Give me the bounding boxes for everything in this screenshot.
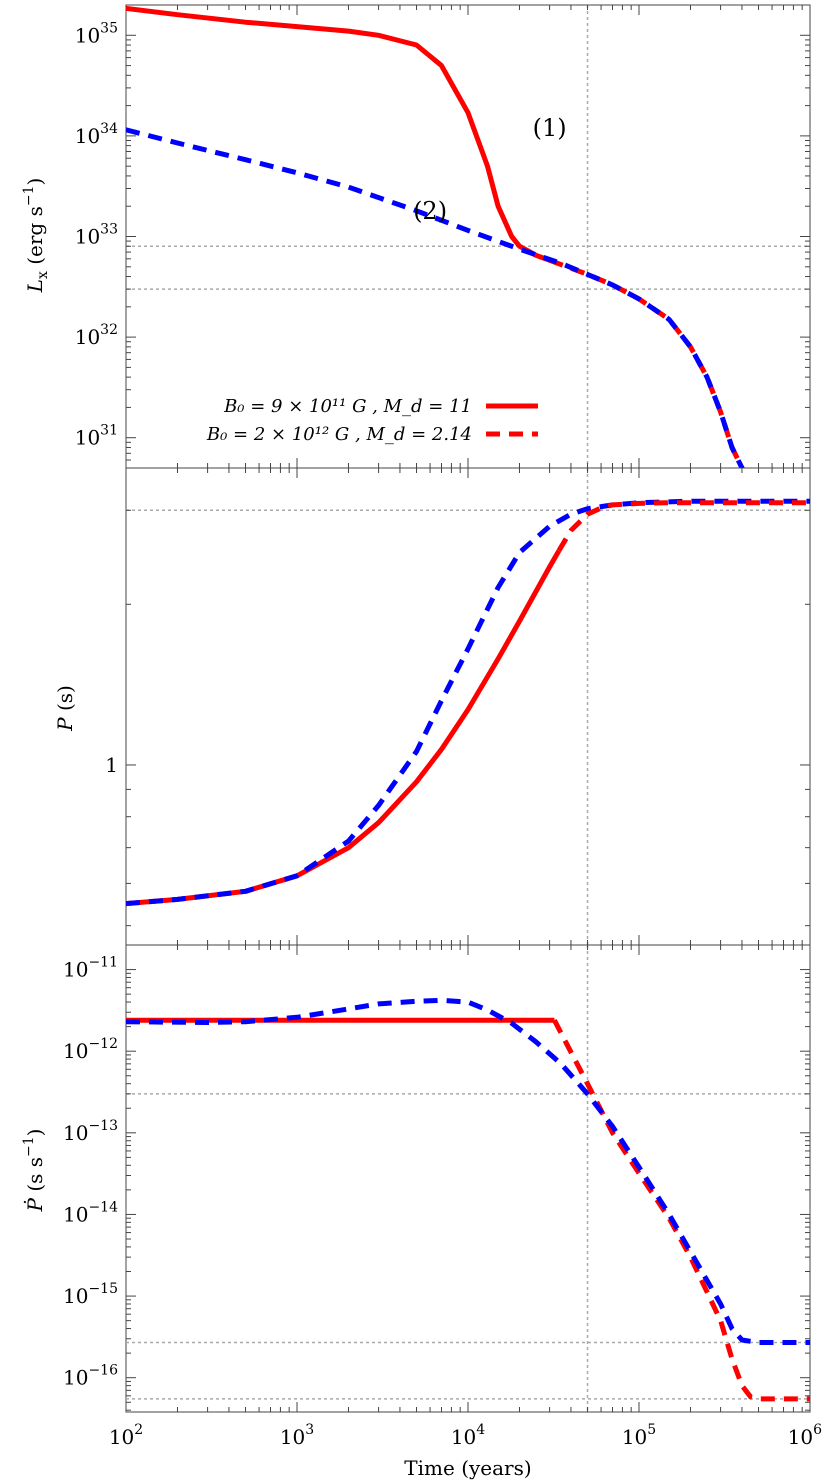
series-line-0: [126, 549, 562, 907]
luminosity-panel: 1031 1032 1033 1034 1035 (1) (2) B₀ = 9 × 10¹¹ …: [75, 4, 811, 469]
pdot-axis-title: Ṗ (s s−1): [21, 1129, 47, 1213]
y-tick-label: 10−16: [63, 1363, 118, 1390]
x-tick-label: 106: [788, 1422, 822, 1449]
y-tick-label: 10−14: [63, 1199, 118, 1226]
y-tick-label: 1033: [75, 222, 118, 249]
y-tick-label: 10−11: [63, 955, 118, 982]
y-tick-label: 1031: [75, 423, 118, 450]
curve-annotation: (1): [533, 114, 567, 142]
legend: B₀ = 9 × 10¹¹ G , M_d = 11 B₀ = 2 × 10¹² …: [206, 396, 538, 445]
series-line-2: [556, 500, 810, 552]
y-tick-label: 1032: [75, 322, 118, 349]
legend-label-1: B₀ = 2 × 10¹² G , M_d = 2.14: [206, 424, 472, 445]
x-tick-label: 103: [280, 1422, 314, 1449]
y-tick-label: 1035: [75, 20, 118, 47]
series-line-2: [126, 997, 810, 1345]
series-line-1: [126, 498, 810, 907]
x-tick-label: 102: [109, 1422, 143, 1449]
legend-label-0: B₀ = 9 × 10¹¹ G , M_d = 11: [223, 396, 472, 417]
period-derivative-panel: 10−16 10−15 10−14 10−13 10−12 10−11 102 103 104 1…: [63, 944, 822, 1449]
period-panel: 1: [105, 467, 811, 946]
curve-annotation: (2): [413, 197, 447, 225]
x-tick-label: 104: [451, 1422, 485, 1449]
series-line-2: [126, 127, 745, 468]
y-tick-label: 1034: [75, 121, 118, 148]
x-tick-label: 105: [622, 1422, 656, 1449]
series-line-0: [126, 5, 551, 263]
series-line-1: [552, 1019, 810, 1402]
series-line-1: [548, 257, 745, 468]
y-tick-label: 10−12: [63, 1036, 118, 1063]
period-axis-title: P (s): [53, 685, 77, 732]
y-tick-label: 1: [105, 753, 118, 777]
y-tick-label: 10−15: [63, 1281, 118, 1308]
lx-axis-title: Lx (erg s−1): [21, 178, 51, 294]
y-tick-label: 10−13: [63, 1118, 118, 1145]
x-axis-title: Time (years): [404, 1456, 531, 1480]
